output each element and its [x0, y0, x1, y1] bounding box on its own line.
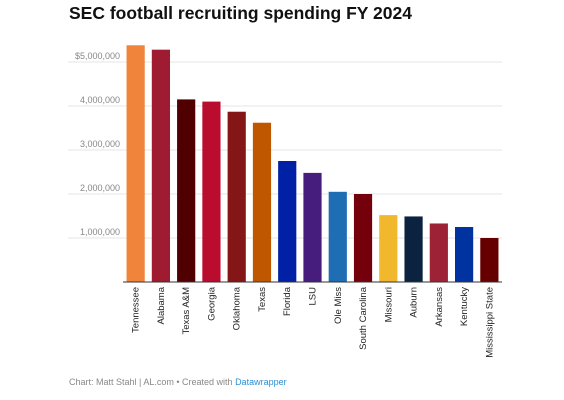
x-tick-label: Oklahoma — [232, 286, 243, 330]
y-tick-label: 2,000,000 — [80, 183, 120, 193]
bar-arkansas — [429, 223, 448, 282]
x-tick-label: LSU — [308, 287, 319, 306]
bar-south-carolina — [353, 194, 373, 282]
bar-alabama — [151, 49, 170, 283]
bars — [126, 45, 499, 283]
x-tick-label: Texas — [257, 287, 268, 312]
x-tick-label: Alabama — [156, 286, 167, 324]
bar-auburn — [404, 216, 423, 282]
bar-georgia — [202, 101, 221, 282]
y-tick-label: 1,000,000 — [80, 227, 120, 237]
footer-source: Chart: Matt Stahl | AL.com • Created wit… — [69, 377, 236, 387]
x-tick-label: Auburn — [409, 287, 420, 318]
x-tick-label: Arkansas — [434, 287, 445, 327]
bar-texas — [252, 122, 272, 282]
x-tick-label: Georgia — [206, 286, 217, 321]
chart-title: SEC football recruiting spending FY 2024 — [69, 3, 412, 23]
datawrapper-link[interactable]: Datawrapper — [235, 377, 287, 387]
bar-ole-miss — [328, 191, 347, 282]
x-tick-label: Ole Miss — [333, 287, 344, 324]
y-tick-label: $5,000,000 — [75, 51, 120, 61]
x-axis: Tennessee Alabama Texas A&M Georgia Oklahoma… — [123, 281, 502, 358]
bar-lsu — [303, 172, 322, 282]
bar-mississippi-state — [480, 238, 499, 282]
bar-missouri — [379, 215, 398, 282]
x-tick-label: Texas A&M — [181, 287, 192, 335]
x-tick-label: Florida — [282, 286, 293, 316]
x-tick-label: Tennessee — [131, 287, 142, 333]
y-axis: 1,000,000 2,000,000 3,000,000 4,000,000 $5,0… — [75, 51, 120, 237]
bar-tennessee — [126, 45, 145, 282]
bar-kentucky — [455, 227, 474, 282]
chart-footer: Chart: Matt Stahl | AL.com • Created wit… — [69, 377, 287, 387]
y-tick-label: 3,000,000 — [80, 139, 120, 149]
bar-oklahoma — [227, 111, 246, 282]
x-tick-label: Mississippi State — [484, 287, 495, 358]
x-tick-label: Kentucky — [459, 287, 470, 326]
x-tick-label: Missouri — [383, 287, 394, 322]
bar-florida — [278, 161, 297, 282]
x-tick-label: South Carolina — [358, 286, 369, 350]
bar-texas-a-m — [177, 99, 196, 283]
y-tick-label: 4,000,000 — [80, 95, 120, 105]
